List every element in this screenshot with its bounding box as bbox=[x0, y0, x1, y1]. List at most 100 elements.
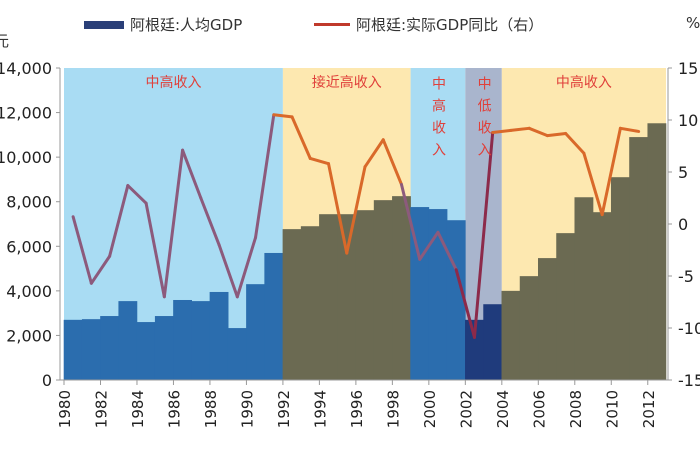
x-tick-label: 1994 bbox=[311, 390, 329, 428]
growth-line-segment-1984-1985 bbox=[144, 201, 166, 299]
x-tick-label: 2006 bbox=[530, 390, 548, 428]
right-tick-label: -15 bbox=[678, 371, 700, 390]
growth-line-segment-1997-1998 bbox=[381, 138, 403, 186]
x-tick-label: 2012 bbox=[640, 390, 658, 428]
bar-1983 bbox=[118, 301, 138, 380]
growth-line-segment-1983-1984 bbox=[126, 184, 148, 205]
left-tick-label: 4,000 bbox=[6, 282, 52, 301]
bar-1992 bbox=[282, 229, 302, 380]
growth-line-segment-1985-1986 bbox=[162, 148, 185, 299]
left-tick-label: 0 bbox=[42, 371, 52, 390]
growth-line-segment-2003-2004 bbox=[491, 128, 513, 134]
x-tick-label: 1988 bbox=[202, 390, 220, 428]
right-tick-label: 5 bbox=[678, 163, 688, 182]
growth-line-segment-1993-1994 bbox=[308, 156, 331, 166]
bar-2010 bbox=[610, 177, 630, 380]
growth-line-segment-2009-2010 bbox=[600, 126, 622, 217]
legend-label: 阿根廷:实际GDP同比（右） bbox=[356, 16, 544, 34]
x-tick-label: 1990 bbox=[238, 390, 256, 428]
growth-line-segment-2005-2006 bbox=[527, 126, 549, 138]
bar-1998 bbox=[392, 196, 411, 380]
x-tick-label: 1992 bbox=[275, 390, 293, 428]
growth-line-segment-2001-2002 bbox=[454, 268, 476, 339]
growth-line-segment-2006-2007 bbox=[545, 132, 568, 138]
bar-1985 bbox=[154, 316, 174, 380]
bar-1980 bbox=[63, 319, 83, 380]
bar-1982 bbox=[100, 316, 120, 380]
bar-1990 bbox=[246, 284, 265, 380]
x-tick-label: 2008 bbox=[567, 390, 585, 428]
bar-2007 bbox=[556, 233, 576, 380]
bar-2004 bbox=[501, 290, 521, 380]
x-tick-label: 1984 bbox=[129, 390, 147, 428]
growth-line-segment-1995-1996 bbox=[345, 165, 367, 255]
growth-line-segment-2008-2009 bbox=[582, 151, 604, 217]
x-tick-label: 2000 bbox=[421, 390, 439, 428]
growth-line-segment-2010-2011 bbox=[618, 126, 641, 133]
left-tick-label: 10,000 bbox=[0, 148, 52, 167]
bar-1997 bbox=[373, 200, 393, 380]
band-label-upper-middle-2: 中高收入 bbox=[429, 76, 446, 164]
right-axis-unit: % bbox=[686, 14, 700, 32]
x-tick-label: 1980 bbox=[56, 390, 74, 428]
growth-line-segment-2000-2001 bbox=[436, 230, 458, 272]
bar-1991 bbox=[264, 252, 284, 380]
bar-2008 bbox=[574, 197, 594, 380]
bar-1984 bbox=[136, 322, 156, 380]
growth-line-segment-2007-2008 bbox=[564, 132, 586, 155]
growth-line-segment-1986-1987 bbox=[181, 148, 203, 200]
bar-1993 bbox=[300, 226, 320, 380]
band-label-near-high: 接近高收入 bbox=[311, 75, 382, 91]
bar-2002 bbox=[465, 319, 484, 380]
growth-line-segment-1980-1981 bbox=[71, 215, 93, 285]
right-tick-label: -5 bbox=[678, 267, 694, 286]
x-tick-label: 1982 bbox=[92, 390, 110, 428]
left-axis-unit: 元 bbox=[0, 32, 10, 50]
band-label-upper-middle-3: 中高收入 bbox=[555, 75, 612, 91]
growth-line-segment-1990-1991 bbox=[254, 113, 276, 240]
x-tick-label: 1986 bbox=[165, 390, 183, 428]
bar-2003 bbox=[483, 304, 503, 380]
growth-line-segment-1991-1992 bbox=[272, 113, 294, 119]
right-tick-label: -10 bbox=[678, 319, 700, 338]
left-tick-label: 8,000 bbox=[6, 193, 52, 212]
right-tick-label: 15 bbox=[678, 59, 698, 78]
left-tick-label: 6,000 bbox=[6, 237, 52, 256]
left-tick-label: 12,000 bbox=[0, 104, 52, 123]
bar-2006 bbox=[538, 258, 557, 380]
right-tick-label: 0 bbox=[678, 215, 688, 234]
growth-line-segment-2002-2003 bbox=[472, 130, 495, 339]
x-tick-label: 1996 bbox=[348, 390, 366, 428]
right-tick-label: 10 bbox=[678, 111, 698, 130]
growth-line-segment-1988-1989 bbox=[217, 243, 239, 299]
bar-1994 bbox=[319, 214, 338, 380]
growth-line-segment-2004-2005 bbox=[509, 126, 531, 132]
bar-1996 bbox=[355, 210, 375, 380]
bar-2005 bbox=[519, 276, 539, 380]
bar-1988 bbox=[209, 291, 229, 380]
bar-2001 bbox=[446, 220, 466, 380]
legend-item-real-gdp-growth: 阿根廷:实际GDP同比（右） bbox=[314, 14, 543, 35]
x-tick-label: 2010 bbox=[603, 390, 621, 428]
bar-1989 bbox=[227, 328, 247, 380]
legend-swatch-bar bbox=[84, 20, 124, 29]
growth-line-segment-1982-1983 bbox=[108, 184, 130, 258]
bar-2009 bbox=[592, 212, 612, 380]
legend-item-gdp-per-capita: 阿根廷:人均GDP bbox=[84, 14, 242, 35]
left-tick-label: 14,000 bbox=[0, 59, 52, 78]
growth-line-segment-1987-1988 bbox=[199, 196, 221, 247]
x-tick-label: 2004 bbox=[494, 390, 512, 428]
bar-1995 bbox=[337, 214, 357, 380]
legend-swatch-line bbox=[314, 23, 350, 26]
left-tick-label: 2,000 bbox=[6, 326, 52, 345]
x-tick-label: 1998 bbox=[384, 390, 402, 428]
legend-label: 阿根廷:人均GDP bbox=[130, 16, 243, 34]
growth-line-segment-1992-1993 bbox=[290, 115, 312, 160]
growth-line-segment-1981-1982 bbox=[89, 254, 112, 285]
bar-1981 bbox=[81, 319, 101, 380]
growth-line-segment-1994-1995 bbox=[327, 162, 349, 255]
growth-line-segment-1999-2000 bbox=[418, 230, 440, 261]
bar-1986 bbox=[173, 299, 192, 380]
